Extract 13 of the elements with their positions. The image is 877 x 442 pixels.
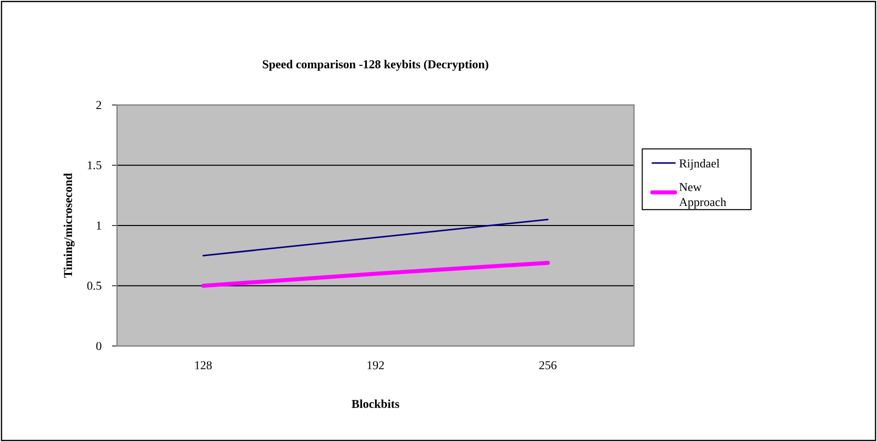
chart-title: Speed comparison -128 keybits (Decryption) bbox=[262, 60, 488, 71]
y-tick-label: 0 bbox=[96, 342, 102, 350]
legend-label: Rijndael bbox=[679, 159, 720, 170]
y-tick-label: 0.5 bbox=[87, 282, 102, 290]
y-tick-label: 1.5 bbox=[88, 161, 102, 170]
x-tick-label: 256 bbox=[539, 361, 556, 370]
legend-label: New Approach bbox=[679, 183, 726, 209]
x-tick-label: 128 bbox=[195, 361, 212, 370]
y-axis-title: Timing/microsecond bbox=[64, 173, 75, 278]
x-axis-title: Blockbits bbox=[352, 399, 400, 408]
y-tick-label: 1 bbox=[96, 222, 102, 230]
y-tick-label: 2 bbox=[96, 101, 102, 109]
x-tick-label: 192 bbox=[368, 361, 384, 370]
